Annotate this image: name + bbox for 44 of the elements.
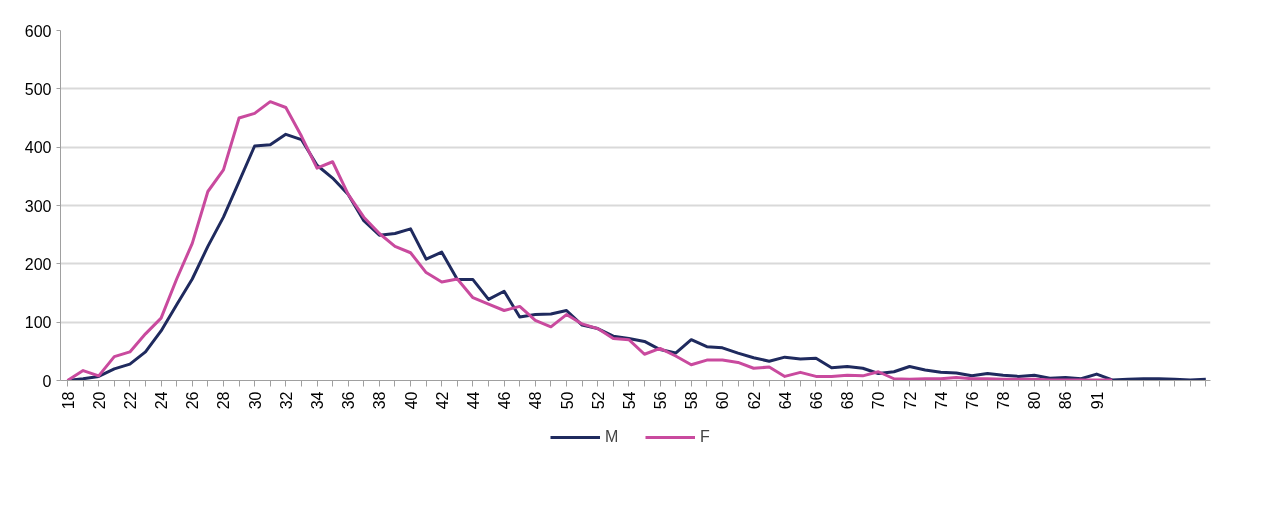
x-tick-label: 44	[464, 391, 482, 410]
x-tick-label: 76	[963, 391, 981, 410]
x-tick-label: 62	[745, 391, 763, 410]
x-tick-label: 48	[527, 391, 545, 410]
y-tick-label: 200	[24, 255, 52, 273]
x-tick-label: 46	[496, 391, 514, 410]
line-series	[66, 100, 1114, 381]
x-tick-label: 58	[683, 391, 701, 410]
x-tick-label: 64	[776, 391, 794, 410]
x-tick-label: 18	[59, 391, 77, 410]
x-tick-label: 30	[246, 391, 264, 410]
x-tick-label: 86	[1057, 391, 1075, 410]
x-tick-label: 72	[901, 391, 919, 410]
x-tick-label: 70	[870, 391, 888, 410]
x-tick-label: 54	[620, 391, 638, 410]
y-tick-label: 500	[24, 80, 52, 98]
x-tick-label: 26	[184, 391, 202, 410]
x-tick-label: 34	[309, 391, 327, 410]
x-tick-label: 36	[340, 391, 358, 410]
y-tick-label: 600	[24, 22, 52, 40]
x-tick-label: 24	[153, 391, 171, 410]
y-tick-label: 100	[24, 314, 52, 332]
x-tick-label: 74	[932, 391, 950, 410]
x-tick-label: 28	[215, 391, 233, 410]
x-tick-label: 50	[558, 391, 576, 410]
x-tick-label: 20	[90, 391, 108, 410]
x-tick-label: 32	[277, 391, 295, 410]
x-tick-label: 66	[807, 391, 825, 410]
x-tick-label: 22	[121, 391, 139, 410]
x-tick-label: 60	[714, 391, 732, 410]
y-tick-label: 0	[42, 372, 52, 390]
legend-label: F	[700, 428, 711, 446]
x-tick-label: 40	[402, 391, 420, 410]
x-tick-label: 52	[589, 391, 607, 410]
x-tick-label: 68	[839, 391, 857, 410]
y-tick-label: 300	[24, 197, 52, 215]
x-tick-label: 80	[1026, 391, 1044, 410]
x-tick-label: 56	[652, 391, 670, 410]
x-tick-label: 78	[995, 391, 1013, 410]
x-tick-label: 38	[371, 391, 389, 410]
x-tick-label: 42	[433, 391, 451, 410]
y-tick-label: 400	[24, 139, 52, 157]
x-tick-label: 91	[1088, 391, 1106, 410]
legend-label: M	[605, 428, 620, 446]
